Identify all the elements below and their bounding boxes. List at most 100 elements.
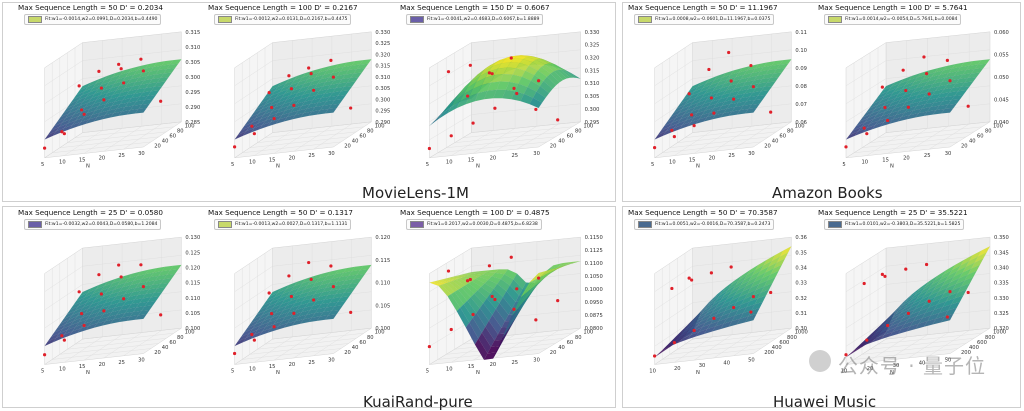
y-tick-label: 20: [550, 143, 557, 149]
data-point: [490, 294, 494, 299]
x-tick-label: 20: [490, 362, 497, 368]
legend-swatch: [218, 16, 232, 23]
y-tick-label: 40: [558, 345, 565, 351]
legend-swatch: [28, 221, 42, 228]
data-point: [922, 55, 926, 59]
y-tick-label: 40: [162, 138, 169, 144]
z-tick-label: 0.300: [185, 75, 200, 81]
data-point: [267, 291, 271, 295]
chart-title: Max Sequence Length = 100 D' = 0.2167: [208, 3, 358, 12]
surface-mesh: [654, 59, 792, 140]
x-axis-label: N: [276, 163, 280, 169]
z-tick-label: 0.32: [795, 296, 807, 302]
data-point: [927, 92, 931, 96]
data-point: [141, 285, 145, 289]
y-tick-label: 100: [795, 123, 805, 129]
data-point: [122, 297, 126, 301]
z-tick-label: 0.310: [585, 81, 600, 87]
data-point: [948, 289, 952, 294]
z-tick-label: 0.320: [585, 56, 600, 62]
y-tick-label: 100: [583, 330, 593, 336]
z-tick-label: 0.330: [375, 30, 390, 36]
data-point: [924, 262, 929, 267]
data-point: [509, 255, 513, 259]
x-axis-label: N: [890, 163, 894, 169]
chart-svg: 5 10 15 20 25 30N204060801000.08000.08750.095…: [426, 235, 603, 376]
chart-legend: Fit:w1=0.0101,w2=-0.3803,D=35.5221,b=1.5…: [824, 219, 965, 230]
data-point: [119, 67, 123, 71]
y-tick-label: 80: [367, 128, 374, 134]
y-tick-label: 80: [787, 128, 794, 134]
data-point: [556, 299, 560, 303]
x-tick-label: 10: [669, 160, 676, 166]
y-tick-label: 80: [367, 335, 374, 341]
data-point: [427, 344, 431, 349]
data-point: [732, 97, 736, 101]
data-point: [904, 88, 908, 93]
data-point: [427, 146, 431, 151]
data-point: [880, 272, 884, 276]
data-point: [250, 124, 254, 128]
y-tick-label: 1000: [795, 330, 808, 336]
data-point: [707, 67, 711, 72]
data-point: [122, 81, 126, 85]
data-point: [102, 98, 106, 102]
surface-patch: [961, 276, 974, 287]
surface-patch: [760, 282, 773, 293]
z-tick-label: 0.105: [185, 311, 200, 317]
data-point: [490, 72, 494, 76]
z-tick-label: 0.34: [795, 265, 807, 271]
legend-label: Fit:w1=-0.0013,w2=0.0027,D=0.1317,b=1.11…: [235, 222, 348, 227]
surface-patch: [343, 81, 356, 87]
chart-title: Max Sequence Length = 25 D' = 0.0580: [18, 208, 163, 217]
data-point: [709, 271, 713, 275]
data-point: [349, 310, 353, 314]
z-tick-label: 0.335: [994, 281, 1009, 287]
z-tick-label: 0.1125: [585, 248, 603, 254]
x-tick-label: 20: [674, 366, 681, 372]
data-point: [331, 75, 335, 79]
z-tick-label: 0.10: [795, 48, 807, 54]
z-tick-label: 0.07: [795, 102, 807, 108]
z-tick-label: 0.325: [585, 43, 600, 49]
chart-svg: 5 10 15 20 25 30N204060801000.2850.2900.2950.…: [41, 30, 200, 170]
data-point: [312, 88, 316, 92]
z-tick-label: 0.350: [994, 235, 1009, 241]
x-tick-label: 10: [861, 160, 868, 166]
x-axis-label: N: [86, 163, 90, 169]
data-point: [117, 62, 121, 66]
data-point: [331, 285, 335, 289]
z-tick-label: 0.290: [185, 105, 200, 111]
data-point: [80, 108, 84, 112]
data-point: [515, 91, 519, 96]
z-tick-label: 0.290: [375, 120, 390, 126]
x-axis-label: N: [890, 370, 894, 376]
data-point: [307, 260, 311, 265]
x-tick-label: 15: [689, 157, 696, 163]
y-tick-label: 80: [177, 128, 184, 134]
x-tick-label: 15: [468, 364, 475, 370]
surface-patch: [153, 81, 166, 87]
x-tick-label: 20: [99, 362, 106, 368]
data-point: [309, 72, 313, 76]
z-tick-label: 0.115: [375, 258, 390, 264]
data-point: [97, 273, 101, 277]
chart-legend: Fit:w1=0.2017,w2=0.0030,D=0.4875,b=6.823…: [406, 219, 542, 230]
surface-chart-ml1m-150: Max Sequence Length = 150 D' = 0.6067 Fit…: [400, 3, 610, 183]
surface-patch: [767, 270, 780, 281]
z-tick-label: 0.315: [585, 68, 600, 74]
y-tick-label: 100: [993, 123, 1003, 129]
z-tick-label: 0.11: [795, 30, 807, 36]
y-tick-label: 100: [583, 123, 593, 129]
x-tick-label: 10: [249, 160, 256, 166]
surface-chart-kuai-50: Max Sequence Length = 50 D' = 0.1317 Fit:…: [208, 208, 398, 390]
x-tick-label: 15: [79, 157, 86, 163]
y-tick-label: 80: [177, 335, 184, 341]
z-tick-label: 0.295: [185, 90, 200, 96]
y-tick-label: 20: [154, 350, 161, 356]
surface-patch: [138, 309, 151, 316]
data-point: [102, 309, 106, 313]
x-tick-label: 30: [699, 363, 706, 369]
z-tick-label: 0.35: [795, 250, 807, 256]
x-tick-label: 15: [269, 157, 276, 163]
